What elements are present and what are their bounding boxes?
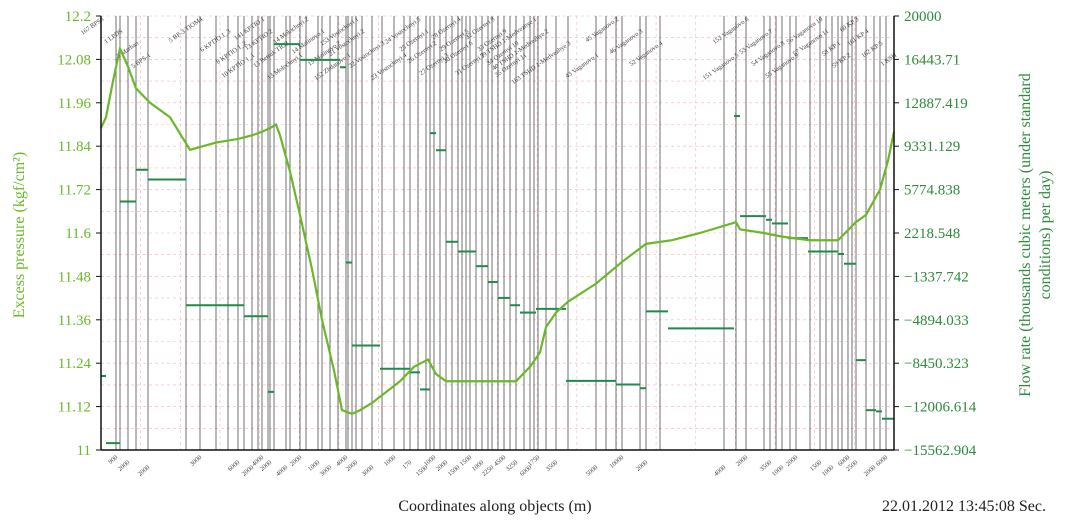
left-tick-label: 11.24 bbox=[58, 356, 92, 372]
timestamp: 22.01.2012 13:45:08 Sec. bbox=[882, 498, 1046, 516]
left-tick-label: 11 bbox=[77, 443, 91, 459]
object-label: 161 KP 4 bbox=[846, 27, 871, 47]
left-tick-label: 11.6 bbox=[65, 226, 91, 242]
object-label: 23 Vostochnyi 4 bbox=[370, 51, 409, 81]
left-tick-label: 12.2 bbox=[65, 9, 91, 25]
segment-length-label: 5000 bbox=[585, 464, 599, 478]
left-tick-label: 11.36 bbox=[58, 313, 92, 329]
segment-length-label: 900 bbox=[107, 454, 119, 466]
segment-length-label: 1000 bbox=[383, 454, 397, 468]
left-tick-label: 11.84 bbox=[58, 139, 92, 155]
object-label: 52 Vaganovo 4 bbox=[628, 39, 664, 67]
right-tick-label: 9331.129 bbox=[904, 139, 960, 155]
segment-length-label: 1000 bbox=[307, 459, 321, 473]
right-tick-label: 20000 bbox=[904, 9, 942, 25]
left-tick-label: 11.12 bbox=[58, 400, 91, 416]
right-tick-label: −12006.614 bbox=[904, 400, 977, 416]
object-label: 45 Vaganovo 2 bbox=[584, 16, 620, 44]
segment-length-label: 3500 bbox=[759, 459, 773, 473]
object-label: 22 Vostochnyi 3 bbox=[348, 40, 386, 70]
object-label: 162 KP 5 bbox=[860, 40, 884, 60]
segment-length-label: 2000 bbox=[289, 454, 303, 468]
segment-length-label: 6000 bbox=[875, 454, 889, 468]
right-tick-label: 16443.71 bbox=[904, 52, 960, 68]
segment-length-label: 4000 bbox=[275, 464, 289, 478]
segment-length-label: 3000 bbox=[319, 464, 333, 478]
x-axis-label: Coordinates along objects (m) bbox=[0, 498, 990, 516]
y-axis-label-right-line1: Flow rate (thousands cubic meters (under… bbox=[1017, 73, 1034, 396]
segment-length-label: 6000 bbox=[227, 459, 241, 473]
grid bbox=[101, 16, 894, 450]
segment-length-label: 4000 bbox=[713, 464, 727, 478]
segment-length-label: 4500 bbox=[493, 454, 507, 468]
right-tick-label: 2218.548 bbox=[904, 226, 960, 242]
object-label: 152 Vaganovo 6 bbox=[712, 15, 751, 45]
right-tick-label: 5774.838 bbox=[904, 183, 960, 199]
object-label: 151 Vaganovo 5 bbox=[702, 52, 741, 82]
segment-length-label: 2000 bbox=[863, 464, 877, 478]
segment-length-label: 3000 bbox=[361, 464, 375, 478]
y-axis-label-right-line2: conditions) per day) bbox=[1037, 171, 1054, 300]
right-axis-ticks: 20000 16443.71 12887.419 9331.129 5774.838 22… bbox=[894, 9, 977, 459]
right-tick-label: −4894.033 bbox=[904, 313, 969, 329]
segment-length-label: 1000 bbox=[423, 454, 437, 468]
segment-length-label: 2000 bbox=[785, 454, 799, 468]
object-label: 43 Vaganovo 1 bbox=[564, 52, 600, 80]
segment-length-label: 2000 bbox=[435, 459, 449, 473]
left-tick-label: 12.08 bbox=[57, 52, 91, 68]
segment-length-label: 1750 bbox=[527, 454, 541, 468]
segment-length-label: 2000 bbox=[137, 464, 151, 478]
left-tick-label: 11.72 bbox=[58, 183, 91, 199]
left-tick-label: 11.48 bbox=[58, 269, 91, 285]
object-label: 58 KP 1 bbox=[821, 40, 842, 58]
object-label: 1 LPDS bbox=[103, 28, 124, 46]
segment-length-label: 1000 bbox=[821, 464, 835, 478]
segment-length-label: 3000 bbox=[189, 454, 203, 468]
segment-length-label: 1500 bbox=[447, 464, 461, 478]
left-axis-ticks: 12.2 12.08 11.96 11.84 11.72 11.6 11.48 11.36 11… bbox=[57, 9, 101, 459]
segment-length-label: 2000 bbox=[735, 454, 749, 468]
right-tick-label: 12887.419 bbox=[904, 96, 968, 112]
segment-length-label: 10000 bbox=[608, 454, 625, 470]
segment-length-label: 1000 bbox=[771, 464, 785, 478]
y-axis-label-left: Excess pressure (kgf/cm²) bbox=[11, 152, 28, 319]
segment-length-label: 3250 bbox=[505, 459, 519, 473]
segment-length-label: 170 bbox=[401, 459, 413, 471]
segment-length-label: 1500 bbox=[809, 459, 823, 473]
object-label: 46 Vaganovo 3 bbox=[608, 28, 644, 56]
left-tick-label: 11.96 bbox=[58, 96, 92, 112]
segment-length-label: 1500 bbox=[459, 454, 473, 468]
right-tick-label: −1337.742 bbox=[904, 269, 969, 285]
segment-length-label: 2000 bbox=[117, 459, 131, 473]
segment-length-label: 2000 bbox=[635, 459, 649, 473]
object-label: 5 BPS-1 bbox=[130, 52, 152, 70]
right-tick-label: −15562.904 bbox=[904, 443, 977, 459]
segment-length-label: 3500 bbox=[545, 459, 559, 473]
object-label: 6 KPTIO 1_3 bbox=[199, 28, 232, 54]
right-tick-label: −8450.323 bbox=[904, 356, 969, 372]
object-label: 59 KP 2 bbox=[831, 52, 852, 70]
